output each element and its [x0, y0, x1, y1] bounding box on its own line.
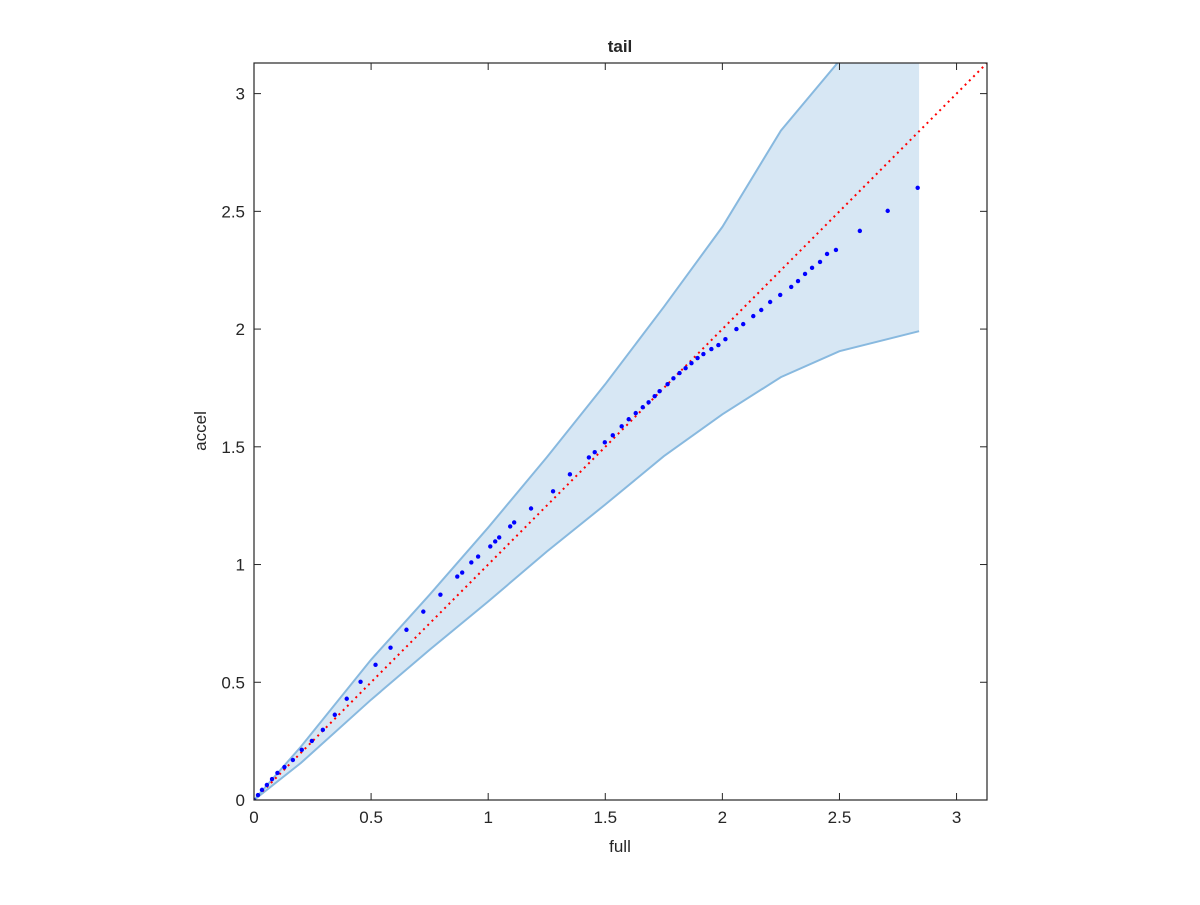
point: [741, 321, 746, 327]
point: [857, 228, 863, 234]
point: [275, 770, 280, 776]
point: [309, 738, 315, 744]
point: [488, 544, 493, 549]
x-tick-label: 0.5: [359, 808, 383, 827]
point: [421, 609, 426, 614]
point: [269, 776, 275, 782]
y-tick-label: 1: [236, 556, 245, 575]
point: [695, 355, 700, 361]
point: [586, 455, 592, 460]
x-tick-label: 2.5: [828, 808, 852, 827]
point: [264, 782, 270, 788]
point: [592, 450, 597, 455]
y-tick-label: 1.5: [221, 438, 245, 457]
point: [640, 405, 645, 410]
point: [824, 251, 830, 257]
point: [358, 679, 363, 684]
point: [438, 592, 443, 597]
y-tick-label: 3: [236, 85, 245, 104]
point: [778, 292, 783, 298]
point: [602, 440, 608, 445]
point: [652, 393, 657, 399]
point: [671, 376, 676, 381]
point: [683, 365, 688, 371]
point: [885, 208, 890, 214]
point: [528, 506, 534, 511]
point: [767, 299, 773, 305]
band-upper-edge: [254, 63, 839, 800]
x-tick-label: 1.5: [593, 808, 617, 827]
point: [809, 265, 815, 271]
point: [701, 351, 706, 357]
point: [373, 662, 378, 668]
x-tick-label: 2: [718, 808, 727, 827]
plot-area: [254, 63, 987, 800]
point: [795, 278, 801, 284]
point: [493, 539, 498, 544]
point: [789, 284, 794, 290]
point: [332, 712, 337, 717]
point: [610, 433, 615, 438]
point: [817, 259, 823, 265]
point: [459, 570, 465, 575]
point: [388, 645, 393, 650]
point: [716, 342, 721, 348]
x-tick-label: 3: [952, 808, 961, 827]
band-fill: [254, 63, 920, 800]
point: [723, 336, 728, 342]
axes-box: [253, 62, 988, 801]
point: [567, 472, 573, 477]
point: [709, 346, 714, 352]
point: [626, 417, 631, 422]
x-axis-label: full: [609, 837, 631, 856]
point: [496, 535, 502, 540]
y-tick-label: 0.5: [221, 673, 245, 692]
point: [734, 326, 739, 332]
point: [665, 381, 670, 387]
point: [833, 247, 839, 253]
point: [282, 764, 287, 770]
point: [802, 271, 808, 277]
point: [619, 424, 624, 429]
point: [633, 410, 638, 416]
y-tick-label: 0: [236, 791, 245, 810]
point: [255, 792, 261, 798]
point: [455, 574, 460, 579]
x-tick-label: 1: [483, 808, 492, 827]
y-tick-label: 2: [236, 320, 245, 339]
point: [550, 489, 556, 494]
point: [915, 185, 920, 190]
chart-title: tail: [608, 37, 633, 56]
point: [299, 747, 304, 753]
point: [677, 370, 682, 376]
point: [751, 313, 756, 319]
point: [759, 307, 764, 313]
point: [259, 787, 265, 793]
point: [344, 696, 349, 701]
point: [511, 520, 517, 525]
point: [475, 554, 481, 559]
point: [320, 727, 326, 733]
point: [404, 627, 409, 632]
point: [689, 361, 694, 366]
x-tick-label: 0: [249, 808, 258, 827]
point: [646, 400, 651, 405]
point: [290, 757, 296, 763]
point: [507, 524, 513, 529]
point: [469, 560, 474, 565]
band-lower-edge: [254, 330, 920, 800]
y-axis-label: accel: [191, 411, 210, 451]
point: [657, 389, 662, 394]
axes: 0 0.5 1 1.5 2 2.5 3 0 0.5 1 1.5 2 2.5 3: [221, 62, 988, 827]
y-tick-label: 2.5: [221, 202, 245, 221]
